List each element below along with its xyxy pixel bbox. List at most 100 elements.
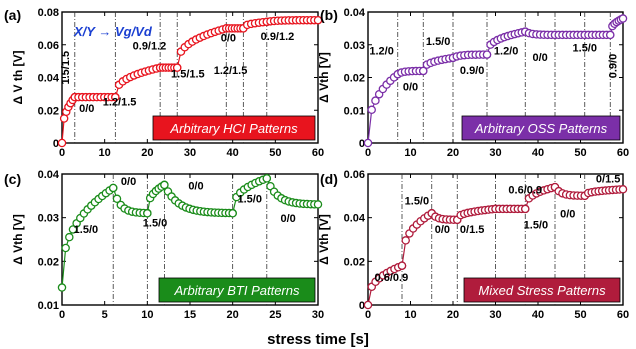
x-tick-label: 20 [447, 147, 459, 159]
x-tick-label: 20 [227, 309, 239, 321]
y-tick-label: 0.06 [38, 40, 59, 52]
x-tick-label: 25 [269, 309, 281, 321]
phase-annotation: 1.5/0 [143, 217, 167, 229]
x-tick-label: 10 [141, 309, 153, 321]
y-tick-label: 0.02 [344, 256, 365, 268]
x-tick-label: 30 [312, 309, 324, 321]
y-tick-label: 0.03 [344, 40, 365, 52]
phase-annotation: 1.5/0 [74, 224, 98, 236]
pattern-label-box [158, 277, 316, 303]
phase-annotation: 0/0 [121, 176, 136, 188]
phase-annotation: 0/0 [188, 180, 203, 192]
x-axis-label: stress time [s] [267, 331, 369, 348]
y-tick-label: 0 [53, 138, 59, 150]
phase-annotation: 0/0 [403, 82, 418, 94]
y-tick-label: 0.02 [38, 256, 59, 268]
data-point [68, 225, 78, 234]
phase-annotation: 0.9/0 [608, 54, 620, 78]
pattern-label-box [463, 277, 621, 303]
data-point [371, 96, 380, 105]
x-tick-label: 60 [617, 309, 629, 321]
y-tick-label: 0.02 [38, 105, 59, 117]
phase-annotation: 0.6/0.9 [508, 185, 542, 197]
panel-a: 0 10 20 30 40 50 60 0 0.02 0.04 0.06 0.08 Δ V th [V]… [4, 7, 324, 159]
data-point [108, 183, 118, 193]
data-point [606, 30, 615, 40]
data-point [521, 204, 530, 214]
phase-annotation: 0/0 [221, 32, 236, 44]
pattern-label: Arbitrary OSS Patterns [474, 121, 608, 136]
phase-annotation: 0.9/1.2 [261, 31, 295, 43]
phase-annotation: 0/0 [79, 103, 94, 115]
x-tick-label: 40 [532, 147, 544, 159]
panel-tag: (b) [320, 7, 338, 23]
x-tick-label: 50 [269, 147, 281, 159]
data-point [172, 63, 182, 72]
phase-annotation: 1.5/0 [237, 193, 261, 205]
y-tick-label: 0.06 [344, 169, 365, 181]
panel-tag: (a) [4, 7, 21, 23]
pattern-label-box [152, 115, 316, 141]
x-tick-label: 0 [365, 147, 371, 159]
x-tick-label: 10 [404, 147, 416, 159]
phase-annotation: 0/0 [560, 209, 575, 221]
y-tick-label: 0.04 [38, 73, 60, 85]
data-point [57, 283, 67, 292]
x-tick-label: 40 [532, 309, 544, 321]
panel-c: 0 5 10 15 20 25 30 0.01 0.02 0.03 0.04 Δ Vth [V] (c)… [4, 169, 324, 321]
data-point [418, 66, 428, 76]
panel-tag: (c) [4, 171, 21, 187]
phase-annotation: 0/0 [280, 213, 295, 225]
x-tick-label: 10 [99, 147, 111, 159]
phase-annotation: 1.5/1.5 [171, 69, 205, 81]
data-point [65, 232, 74, 242]
data-point [57, 138, 67, 148]
y-tick-label: 0 [359, 138, 365, 150]
y-axis-label: Δ Vth [V] [317, 214, 331, 265]
phase-annotation: 0.6/0.9 [375, 272, 409, 284]
data-point [111, 92, 120, 102]
data-point [313, 200, 323, 209]
phase-annotation: 1.2/0 [494, 46, 518, 58]
x-tick-label: 30 [489, 147, 501, 159]
y-tick-label: 0.01 [38, 300, 59, 312]
x-tick-label: 60 [617, 147, 629, 159]
x-tick-label: 15 [184, 309, 196, 321]
x-tick-label: 30 [489, 309, 501, 321]
phase-annotation: 1.5/1.5 [60, 51, 72, 85]
data-point [482, 50, 492, 59]
data-point [618, 14, 628, 23]
phase-annotation: 1.2/0 [369, 46, 393, 58]
data-point [160, 180, 169, 190]
y-axis-label: Δ V th [V] [11, 51, 25, 105]
x-tick-label: 40 [227, 147, 239, 159]
x-tick-label: 20 [141, 147, 153, 159]
phase-annotation: 1.5/0 [405, 196, 429, 208]
y-tick-label: 0.08 [38, 7, 59, 19]
y-tick-label: 0.03 [38, 213, 59, 225]
data-point [363, 300, 373, 310]
phase-annotation: 0/1.5 [460, 224, 484, 236]
phase-annotation: 0/0 [435, 224, 450, 236]
y-tick-label: 0.04 [344, 7, 366, 19]
pattern-label: Arbitrary HCI Patterns [169, 121, 298, 136]
y-tick-label: 0.04 [38, 169, 60, 181]
legend-note: X/Y → Vg/Vd [73, 24, 153, 39]
x-tick-label: 0 [59, 147, 65, 159]
x-tick-label: 30 [184, 147, 196, 159]
phase-annotation: 0/1.5 [596, 174, 620, 186]
panel-b: 0 10 20 30 40 50 60 0 0.01 0.02 0.03 0.04 Δ Vth [V] (… [317, 7, 629, 159]
data-point [61, 243, 70, 253]
y-axis-label: Δ Vth [V] [317, 52, 331, 103]
y-axis-label: Δ Vth [V] [11, 214, 25, 265]
x-tick-label: 0 [59, 309, 65, 321]
pattern-label: Arbitrary BTI Patterns [174, 283, 300, 298]
y-tick-label: 0.01 [344, 105, 365, 117]
data-point [618, 185, 628, 194]
data-point [367, 105, 376, 115]
x-tick-label: 0 [365, 309, 371, 321]
data-point [401, 236, 410, 245]
pattern-label-box [461, 115, 621, 141]
phase-annotation: 1.5/0 [573, 42, 597, 54]
